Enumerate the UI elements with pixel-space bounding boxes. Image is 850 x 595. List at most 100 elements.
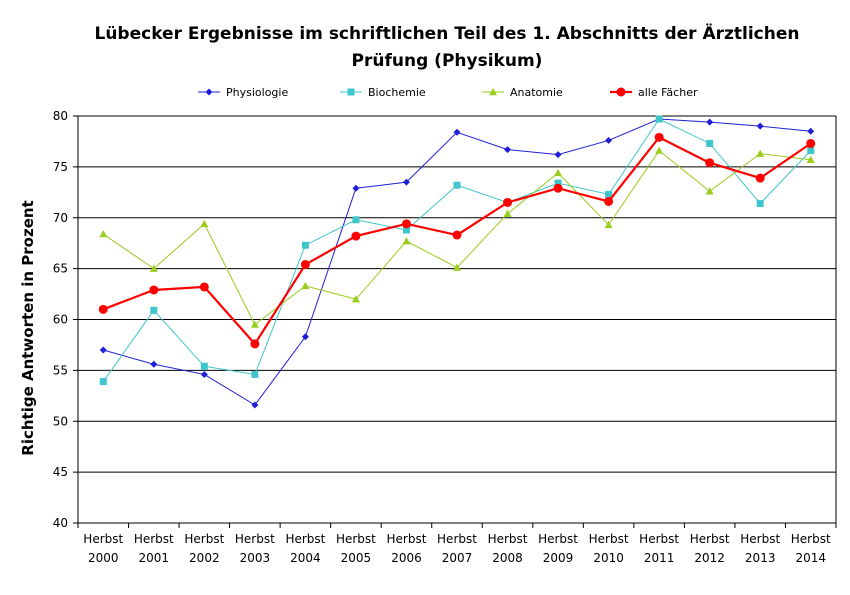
tick-labels: 40 45 50 55 60 65 70 75 80 Herbst 2000 Herbst 2001 He…: [53, 109, 837, 565]
x-tick-label: 2011: [644, 551, 675, 565]
y-tick-label: 40: [53, 516, 68, 530]
legend-item: alle Fächer: [610, 86, 698, 99]
data-point: [200, 362, 208, 370]
legend-label: Anatomie: [510, 86, 563, 99]
x-tick-label: 2001: [139, 551, 170, 565]
x-tick-label: 2000: [88, 551, 119, 565]
data-point: [655, 146, 664, 154]
y-tick-label: 70: [53, 211, 68, 225]
data-point: [200, 219, 209, 228]
gridlines: [78, 115, 836, 524]
data-point: [352, 216, 360, 224]
series-alle-fächer: [98, 132, 816, 349]
x-tick-label: 2003: [240, 551, 271, 565]
x-tick-label: 2007: [442, 551, 473, 565]
data-point: [756, 149, 765, 157]
data-point: [554, 151, 562, 159]
data-point: [706, 118, 714, 126]
x-tick-label: Herbst: [791, 532, 831, 546]
data-point: [616, 87, 626, 97]
y-tick-label: 75: [53, 160, 68, 174]
data-point: [705, 187, 714, 195]
x-tick-label: Herbst: [690, 532, 730, 546]
data-point: [807, 147, 815, 155]
data-point: [489, 88, 497, 96]
data-point: [605, 136, 613, 144]
data-point: [756, 200, 764, 208]
x-tick-label: Herbst: [83, 532, 123, 546]
data-point: [301, 241, 309, 249]
data-point: [706, 139, 714, 147]
x-tick-label: 2012: [694, 551, 725, 565]
data-point: [199, 282, 209, 292]
legend-label: Physiologie: [226, 86, 288, 99]
x-tick-label: Herbst: [184, 532, 224, 546]
series-anatomie: [99, 146, 815, 328]
data-point: [604, 220, 613, 229]
data-point: [149, 264, 158, 272]
data-point: [401, 219, 411, 229]
legend-label: alle Fächer: [638, 86, 698, 99]
data-point: [402, 237, 411, 245]
x-tick-label: Herbst: [235, 532, 275, 546]
series-line: [102, 135, 812, 346]
data-point: [200, 370, 208, 378]
chart-title-line2: Prüfung (Physikum): [352, 51, 543, 71]
legend-item: Biochemie: [340, 86, 426, 99]
data-point: [99, 230, 108, 238]
x-tick-label: Herbst: [488, 532, 528, 546]
data-point: [655, 115, 663, 123]
y-tick-label: 50: [53, 414, 68, 428]
x-tick-label: 2002: [189, 551, 220, 565]
x-tick-label: 2010: [593, 551, 624, 565]
legend-label: Biochemie: [368, 86, 426, 99]
x-tick-label: 2004: [290, 551, 321, 565]
data-point: [756, 122, 764, 130]
data-point: [150, 306, 158, 314]
data-point: [250, 320, 259, 328]
chart-title-line1: Lübecker Ergebnisse im schriftlichen Tei…: [94, 22, 799, 44]
data-point: [654, 132, 664, 142]
data-point: [453, 263, 461, 271]
data-point: [503, 197, 513, 207]
series-group: [98, 115, 816, 409]
x-tick-label: 2014: [795, 551, 826, 565]
legend: Physiologie Biochemie Anatomie alle Fächer: [198, 86, 698, 99]
data-point: [402, 178, 410, 186]
x-tick-label: 2009: [543, 551, 574, 565]
data-point: [705, 158, 715, 168]
data-point: [504, 146, 512, 154]
series-line: [103, 118, 811, 406]
x-tick-label: Herbst: [639, 532, 679, 546]
x-tick-label: Herbst: [538, 532, 578, 546]
data-point: [807, 127, 815, 135]
x-tick-label: 2008: [492, 551, 523, 565]
series-physiologie: [99, 115, 815, 409]
data-point: [553, 183, 563, 193]
data-point: [351, 231, 361, 241]
data-point: [300, 260, 310, 270]
data-point: [605, 190, 613, 198]
series-biochemie: [99, 115, 815, 386]
y-tick-label: 80: [53, 109, 68, 123]
data-point: [402, 226, 410, 234]
data-point: [453, 128, 461, 136]
x-tick-label: Herbst: [437, 532, 477, 546]
x-tick-label: Herbst: [387, 532, 427, 546]
data-point: [301, 333, 309, 341]
data-point: [251, 401, 259, 409]
data-point: [301, 281, 310, 290]
legend-item: Anatomie: [482, 86, 563, 99]
data-point: [503, 209, 512, 217]
data-point: [99, 346, 107, 354]
data-point: [352, 184, 360, 192]
x-tick-label: 2006: [391, 551, 422, 565]
data-point: [98, 304, 108, 314]
data-point: [806, 155, 815, 163]
y-axis-title: Richtige Antworten in Prozent: [19, 200, 37, 455]
data-point: [149, 285, 159, 295]
x-tick-label: 2005: [341, 551, 372, 565]
x-tick-label: Herbst: [740, 532, 780, 546]
data-point: [452, 230, 462, 240]
